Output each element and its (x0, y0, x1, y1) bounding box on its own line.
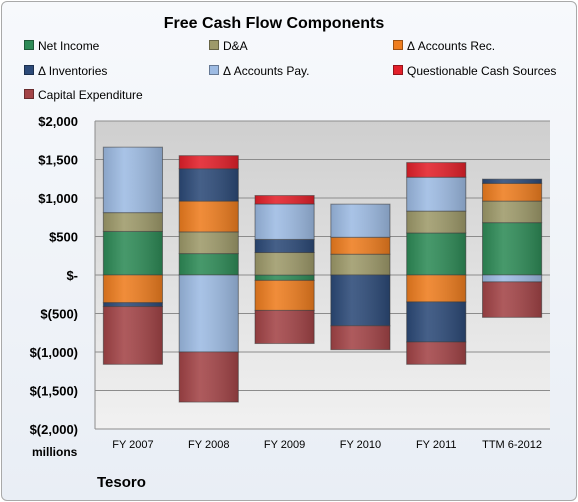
bar-segment-shading (255, 310, 315, 344)
legend-item-da: D&A (209, 39, 248, 53)
legend-item-net-income: Net Income (24, 39, 99, 53)
bar-segment-shading (330, 275, 390, 326)
x-tick-label: FY 2007 (112, 439, 153, 451)
bar-segment-shading (255, 239, 315, 253)
y-tick-label: $- (66, 268, 78, 283)
bar-segment-shading (482, 275, 542, 282)
legend-swatch (24, 89, 34, 99)
bar-segment-shading (179, 253, 239, 275)
y-tick-label: $(1,000) (30, 345, 78, 360)
legend-label: Net Income (38, 39, 100, 53)
bar-segment-shading (255, 204, 315, 240)
y-tick-label: $1,000 (38, 191, 78, 206)
x-tick-label: FY 2009 (264, 439, 305, 451)
bar-segment-shading (255, 195, 315, 205)
bar-segment-shading (406, 232, 466, 275)
bar-segment-shading (179, 155, 239, 169)
bar-segment-shading (103, 302, 163, 307)
bar-segment-shading (330, 325, 390, 350)
legend-swatch (24, 40, 34, 50)
bar-segment-shading (103, 231, 163, 275)
bar-segment-shading (179, 201, 239, 232)
bar-segment-shading (482, 179, 542, 184)
x-tick-label: FY 2008 (188, 439, 229, 451)
legend-item-questionable-cash: Questionable Cash Sources (393, 64, 556, 78)
bar-segment-shading (406, 275, 466, 302)
bar-segment-shading (406, 301, 466, 342)
bar-segment-shading (255, 252, 315, 275)
bar-segment-shading (482, 183, 542, 202)
units-label: millions (32, 445, 78, 459)
x-tick-label: TTM 6-2012 (482, 439, 542, 451)
legend-item-accounts-pay: Δ Accounts Pay. (209, 64, 310, 78)
legend-swatch (209, 40, 219, 50)
y-tick-label: $(2,000) (30, 422, 78, 437)
bar-segment-shading (103, 275, 163, 303)
bar-segment-shading (330, 204, 390, 238)
legend-label: Δ Inventories (38, 64, 108, 78)
y-tick-label: $1,500 (38, 153, 78, 168)
bar-segment-shading (179, 352, 239, 403)
chart-title: Free Cash Flow Components (163, 15, 385, 32)
x-tick-label: FY 2011 (416, 439, 457, 451)
x-tick-label: FY 2010 (340, 439, 381, 451)
bar-segment-shading (179, 168, 239, 202)
y-tick-label: $2,000 (38, 114, 78, 129)
y-tick-label: $500 (49, 230, 78, 245)
bar-segment-shading (103, 306, 163, 365)
bar-segment-shading (179, 275, 239, 352)
legend-label: Δ Accounts Rec. (407, 39, 496, 53)
bar-segment-shading (482, 201, 542, 223)
legend-item-capex: Capital Expenditure (24, 88, 143, 102)
bar-segment-shading (330, 254, 390, 275)
y-tick-label: $(1,500) (30, 384, 78, 399)
company-name: Tesoro (97, 474, 146, 491)
bar-segment-shading (330, 237, 390, 255)
bar-segment-shading (103, 147, 163, 213)
bar-segment-shading (406, 162, 466, 178)
legend-item-accounts-rec: Δ Accounts Rec. (393, 39, 495, 53)
legend-swatch (24, 65, 34, 75)
bar-segment-shading (255, 275, 315, 281)
legend-label: Questionable Cash Sources (407, 64, 557, 78)
legend-swatch (393, 65, 403, 75)
bar-segment-shading (103, 212, 163, 232)
chart-plot: $2,000 $1,500 $1,000 $500 $- $(500) $(1,000) $(… (30, 114, 550, 451)
bar-segment-shading (255, 280, 315, 311)
bar-segment-shading (406, 211, 466, 233)
bar-segment-shading (406, 341, 466, 365)
y-tick-label: $(500) (40, 307, 78, 322)
legend-label: Δ Accounts Pay. (223, 64, 310, 78)
bar-segment-shading (482, 222, 542, 275)
legend-item-inventories: Δ Inventories (24, 64, 107, 78)
legend-swatch (393, 40, 403, 50)
legend-swatch (209, 65, 219, 75)
bar-segment-shading (482, 281, 542, 318)
bar-segment-shading (179, 231, 239, 254)
legend-label: Capital Expenditure (38, 88, 143, 102)
legend-label: D&A (223, 39, 248, 53)
bar-segment-shading (406, 177, 466, 212)
